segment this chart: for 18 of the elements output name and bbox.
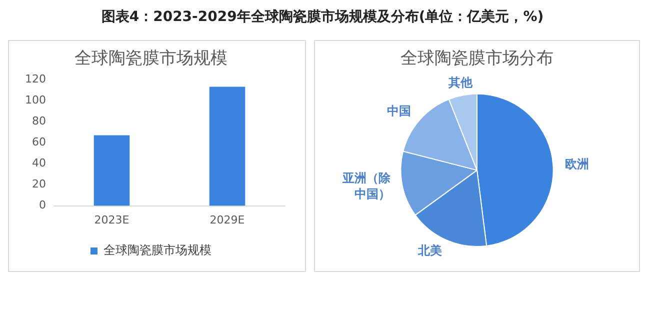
- chart-title: 全球陶瓷膜市场规模: [74, 48, 228, 69]
- y-tick-label: 120: [24, 72, 46, 86]
- slice-label: 中国: [386, 104, 411, 118]
- legend-label: 全球陶瓷膜市场规模: [104, 243, 212, 258]
- slice-label: 亚洲（除中国）: [341, 170, 392, 201]
- y-tick-label: 80: [32, 114, 46, 128]
- chart-title: 全球陶瓷膜市场分布: [400, 48, 554, 69]
- y-tick-label: 100: [24, 93, 46, 106]
- x-tick-label: 2029E: [210, 213, 245, 226]
- x-tick-label: 2023E: [94, 213, 130, 226]
- slice-label: 欧洲: [565, 156, 590, 171]
- slice-label: 北美: [416, 243, 442, 258]
- y-tick-label: 20: [32, 178, 46, 191]
- y-tick-label: 60: [32, 135, 46, 148]
- y-tick-label: 0: [38, 198, 46, 212]
- y-tick-label: 40: [32, 156, 46, 170]
- slice-label: 其他: [447, 76, 474, 90]
- text: 图表4：2023-2029年全球陶瓷膜市场规模及分布(单位：亿美元，%): [100, 8, 545, 26]
